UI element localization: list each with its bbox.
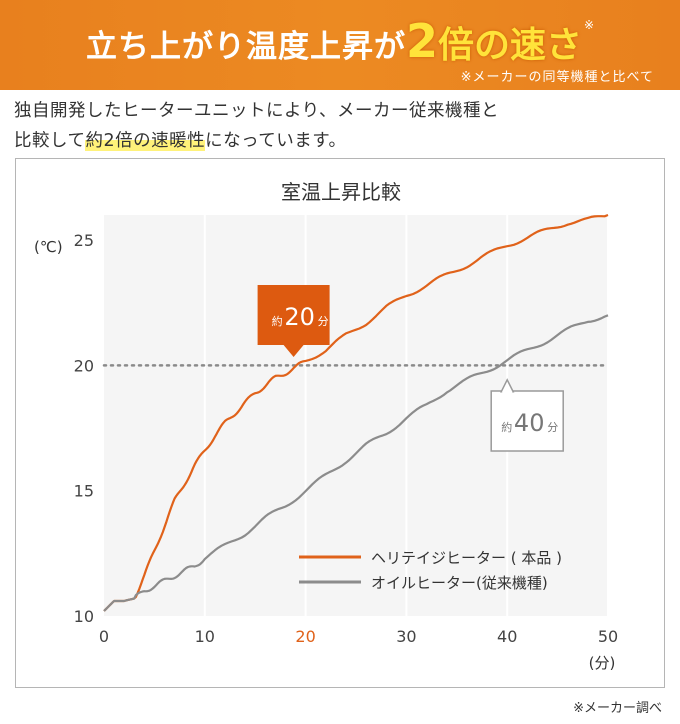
x-tick-label: 40 [497, 627, 517, 646]
legend: ヘリテイジヒーター ( 本品 ) オイルヒーター(従来機種) [299, 549, 562, 592]
banner-note: ※メーカーの同等機種と比べて [460, 70, 654, 85]
y-tick-label: 25 [74, 231, 94, 250]
description-line-2: 比較して約2倍の速暖性になっています。 [14, 126, 499, 156]
x-tick-label: 50 [598, 627, 618, 646]
x-tick-label: 10 [195, 627, 215, 646]
chart-frame: 室温上昇比較 (℃) 10 15 20 25 0 10 20 30 40 50 (分) 約 20 分約 40 分ヘ… [15, 158, 665, 688]
series-line-2 [103, 314, 609, 612]
description-highlight: 約2倍の速暖性 [85, 131, 206, 151]
x-axis-label: (分) [589, 654, 616, 672]
banner-title-mark: ※ [583, 18, 595, 32]
banner-title-main: 立ち上がり温度上昇が [85, 29, 406, 65]
callout-value: 20 [284, 303, 315, 331]
description: 独自開発したヒーターユニットにより、メーカー従来機種と 比較して約2倍の速暖性に… [14, 96, 499, 156]
description-line-2-pre: 比較して [14, 131, 86, 151]
legend-label: ヘリテイジヒーター ( 本品 ) [371, 549, 562, 567]
x-tick-label: 30 [396, 627, 416, 646]
banner-title: 立ち上がり温度上昇が2倍の速さ ※ [0, 14, 680, 68]
callout-box [490, 390, 564, 452]
banner-title-highlight: 倍の速さ [437, 25, 582, 66]
y-tick-label: 20 [74, 356, 94, 375]
description-line-1: 独自開発したヒーターユニットにより、メーカー従来機種と [14, 101, 499, 121]
header-banner: 立ち上がり温度上昇が2倍の速さ ※ ※メーカーの同等機種と比べて [0, 0, 680, 90]
chart-title: 室温上昇比較 [281, 180, 401, 204]
legend-label: オイルヒーター(従来機種) [371, 574, 548, 592]
callout-box [257, 285, 330, 357]
callout-prefix: 約 [272, 314, 283, 328]
y-tick-label: 10 [74, 607, 94, 626]
footnote: ※メーカー調べ [573, 701, 662, 716]
callout-unit: 分 [547, 421, 558, 434]
y-axis-label: (℃) [34, 238, 63, 256]
y-tick-label: 15 [74, 482, 94, 501]
description-line-2-post: になっています。 [205, 131, 347, 151]
callout-2: 約 40 分 [490, 378, 564, 452]
x-tick-label: 0 [99, 627, 109, 646]
callout-1: 約 20 分 [257, 285, 330, 357]
callout-value: 40 [514, 409, 545, 437]
callout-unit: 分 [318, 315, 329, 328]
x-tick-label: 20 [295, 627, 315, 646]
series-line-1 [103, 213, 609, 612]
callout-prefix: 約 [501, 420, 512, 434]
banner-title-number: 2 [405, 14, 438, 68]
